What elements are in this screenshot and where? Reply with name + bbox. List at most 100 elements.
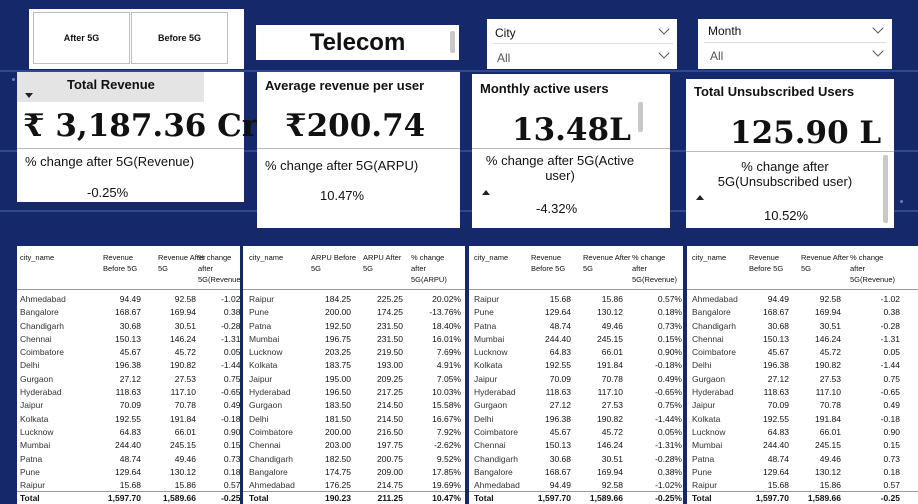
- table-row[interactable]: Kolkata 192.55 191.84 -0.18%: [469, 359, 683, 372]
- column-header[interactable]: ARPU Before 5G: [311, 253, 357, 273]
- after-5g-button[interactable]: After 5G: [33, 12, 130, 64]
- table-row[interactable]: Hyderabad 118.63 117.10 -0.65%: [17, 386, 240, 399]
- table-row[interactable]: Coimbatore 200.00 216.50 7.92%: [243, 426, 465, 439]
- table-row[interactable]: Raipur 15.68 15.86 0.57%: [469, 293, 683, 306]
- column-header[interactable]: % change after 5G(ARPU): [411, 253, 447, 284]
- chevron-down-icon[interactable]: [872, 45, 884, 57]
- table-row[interactable]: Delhi 196.38 190.82 -1.44%: [17, 359, 240, 372]
- table-row[interactable]: Mumbai 196.75 231.50 16.01%: [243, 333, 465, 346]
- table-row[interactable]: Bangalore 168.67 169.94 0.38: [687, 306, 918, 319]
- total-cell: 1,589.66: [162, 493, 196, 503]
- table-row[interactable]: Lucknow 64.83 66.01 0.90: [687, 426, 918, 439]
- kpi-mau-scrollbar[interactable]: [638, 102, 643, 132]
- table-row[interactable]: Kolkata 183.75 193.00 4.91%: [243, 359, 465, 372]
- table-row[interactable]: Chandigarh 30.68 30.51 -0.28%: [469, 453, 683, 466]
- column-header[interactable]: city_name: [20, 253, 55, 262]
- table-row[interactable]: Pune 129.64 130.12 0.18%: [17, 466, 240, 479]
- sort-down-icon[interactable]: [25, 93, 33, 98]
- column-header[interactable]: % change after 5G(Revenue): [850, 253, 896, 284]
- table-row[interactable]: Pune 129.64 130.12 0.18%: [469, 306, 683, 319]
- column-header[interactable]: % change after 5G(Revenue): [198, 253, 240, 284]
- table-row[interactable]: Jaipur 70.09 70.78 0.49: [687, 399, 918, 412]
- table-row[interactable]: Pune 200.00 174.25 -13.76%: [243, 306, 465, 319]
- table-row[interactable]: Delhi 181.50 214.50 16.67%: [243, 413, 465, 426]
- table-row[interactable]: Raipur 15.68 15.86 0.57%: [17, 479, 240, 492]
- data-table[interactable]: city_name Revenue Before 5G Revenue After …: [687, 246, 918, 504]
- value-cell: 0.90: [883, 426, 900, 437]
- value-cell: 0.49%: [223, 400, 240, 411]
- table-row[interactable]: Raipur 15.68 15.86 0.57: [687, 479, 918, 492]
- table-body: Ahmedabad 94.49 92.58 -1.02 Bangalore 168.67 1…: [687, 293, 918, 492]
- table-row[interactable]: Coimbatore 45.67 45.72 0.05%: [469, 426, 683, 439]
- column-header[interactable]: Revenue Before 5G: [103, 253, 138, 273]
- table-row[interactable]: Chandigarh 182.50 200.75 9.52%: [243, 453, 465, 466]
- column-header[interactable]: city_name: [692, 253, 727, 262]
- table-row[interactable]: Ahmedabad 176.25 214.75 19.69%: [243, 479, 465, 492]
- column-header[interactable]: Revenue After 5G: [801, 253, 849, 273]
- table-row[interactable]: Gurgaon 27.12 27.53 0.75%: [469, 399, 683, 412]
- table-row[interactable]: Chennai 203.00 197.75 -2.62%: [243, 439, 465, 452]
- chevron-down-icon[interactable]: [658, 23, 670, 35]
- table-row[interactable]: Patna 192.50 231.50 18.40%: [243, 320, 465, 333]
- table-row[interactable]: Jaipur 70.09 70.78 0.49%: [17, 399, 240, 412]
- table-row[interactable]: Mumbai 244.40 245.15 0.15%: [469, 333, 683, 346]
- table-row[interactable]: Lucknow 64.83 66.01 0.90%: [469, 346, 683, 359]
- sort-up-icon[interactable]: [482, 190, 490, 195]
- table-row[interactable]: Ahmedabad 94.49 92.58 -1.02: [687, 293, 918, 306]
- data-table[interactable]: city_name ARPU Before 5G ARPU After 5G % ch…: [243, 246, 465, 504]
- chevron-down-icon[interactable]: [872, 22, 884, 34]
- table-row[interactable]: Chennai 150.13 146.24 -1.31%: [469, 439, 683, 452]
- table-row[interactable]: Kolkata 192.55 191.84 -0.18%: [17, 413, 240, 426]
- table-row[interactable]: Gurgaon 183.50 214.50 15.58%: [243, 399, 465, 412]
- table-row[interactable]: Hyderabad 118.63 117.10 -0.65%: [469, 386, 683, 399]
- table-row[interactable]: Pune 129.64 130.12 0.18: [687, 466, 918, 479]
- column-header[interactable]: % change after 5G(Revenue): [632, 253, 678, 284]
- table-row[interactable]: Lucknow 64.83 66.01 0.90%: [17, 426, 240, 439]
- table-row[interactable]: Chandigarh 30.68 30.51 -0.28: [687, 320, 918, 333]
- table-row[interactable]: Chennai 150.13 146.24 -1.31: [687, 333, 918, 346]
- table-row[interactable]: Patna 48.74 49.46 0.73%: [17, 453, 240, 466]
- table-row[interactable]: Raipur 184.25 225.25 20.02%: [243, 293, 465, 306]
- table-row[interactable]: Coimbatore 45.67 45.72 0.05: [687, 346, 918, 359]
- table-row[interactable]: Lucknow 203.25 219.50 7.69%: [243, 346, 465, 359]
- column-header[interactable]: city_name: [249, 253, 284, 262]
- column-header[interactable]: ARPU After 5G: [363, 253, 402, 273]
- table-row[interactable]: Chandigarh 30.68 30.51 -0.28%: [17, 320, 240, 333]
- table-row[interactable]: Patna 48.74 49.46 0.73: [687, 453, 918, 466]
- table-row[interactable]: Gurgaon 27.12 27.53 0.75: [687, 373, 918, 386]
- before-5g-button[interactable]: Before 5G: [131, 12, 228, 64]
- column-header[interactable]: Revenue After 5G: [583, 253, 631, 273]
- table-row[interactable]: Ahmedabad 94.49 92.58 -1.02%: [17, 293, 240, 306]
- table-row[interactable]: Hyderabad 118.63 117.10 -0.65: [687, 386, 918, 399]
- table-row[interactable]: Bangalore 168.67 169.94 0.38%: [17, 306, 240, 319]
- city-cell: Gurgaon: [474, 400, 508, 411]
- column-header[interactable]: Revenue Before 5G: [749, 253, 784, 273]
- table-row[interactable]: Chennai 150.13 146.24 -1.31%: [17, 333, 240, 346]
- data-table[interactable]: city_name Revenue Before 5G Revenue After …: [469, 246, 683, 504]
- table-row[interactable]: Bangalore 174.75 209.00 17.85%: [243, 466, 465, 479]
- value-cell: 70.78: [819, 400, 841, 411]
- table-row[interactable]: Coimbatore 45.67 45.72 0.05%: [17, 346, 240, 359]
- table-row[interactable]: Delhi 196.38 190.82 -1.44%: [469, 413, 683, 426]
- chevron-down-icon[interactable]: [658, 47, 670, 59]
- table-row[interactable]: Bangalore 168.67 169.94 0.38%: [469, 466, 683, 479]
- column-header[interactable]: city_name: [474, 253, 509, 262]
- data-table[interactable]: city_name Revenue Before 5G Revenue After …: [17, 246, 240, 504]
- title-scrollbar[interactable]: [450, 31, 455, 53]
- table-row[interactable]: Jaipur 195.00 209.25 7.05%: [243, 373, 465, 386]
- column-header[interactable]: Revenue After 5G: [158, 253, 206, 273]
- month-filter-value[interactable]: All: [710, 49, 724, 63]
- sort-up-icon[interactable]: [696, 195, 704, 200]
- table-row[interactable]: Mumbai 244.40 245.15 0.15%: [17, 439, 240, 452]
- kpi-unsub-scrollbar[interactable]: [883, 155, 888, 223]
- table-row[interactable]: Mumbai 244.40 245.15 0.15: [687, 439, 918, 452]
- table-row[interactable]: Kolkata 192.55 191.84 -0.18: [687, 413, 918, 426]
- table-row[interactable]: Hyderabad 196.50 217.25 10.03%: [243, 386, 465, 399]
- table-row[interactable]: Patna 48.74 49.46 0.73%: [469, 320, 683, 333]
- city-filter-value[interactable]: All: [497, 51, 511, 65]
- column-header[interactable]: Revenue Before 5G: [531, 253, 566, 273]
- table-row[interactable]: Delhi 196.38 190.82 -1.44: [687, 359, 918, 372]
- table-row[interactable]: Gurgaon 27.12 27.53 0.75%: [17, 373, 240, 386]
- table-row[interactable]: Ahmedabad 94.49 92.58 -1.02%: [469, 479, 683, 492]
- table-row[interactable]: Jaipur 70.09 70.78 0.49%: [469, 373, 683, 386]
